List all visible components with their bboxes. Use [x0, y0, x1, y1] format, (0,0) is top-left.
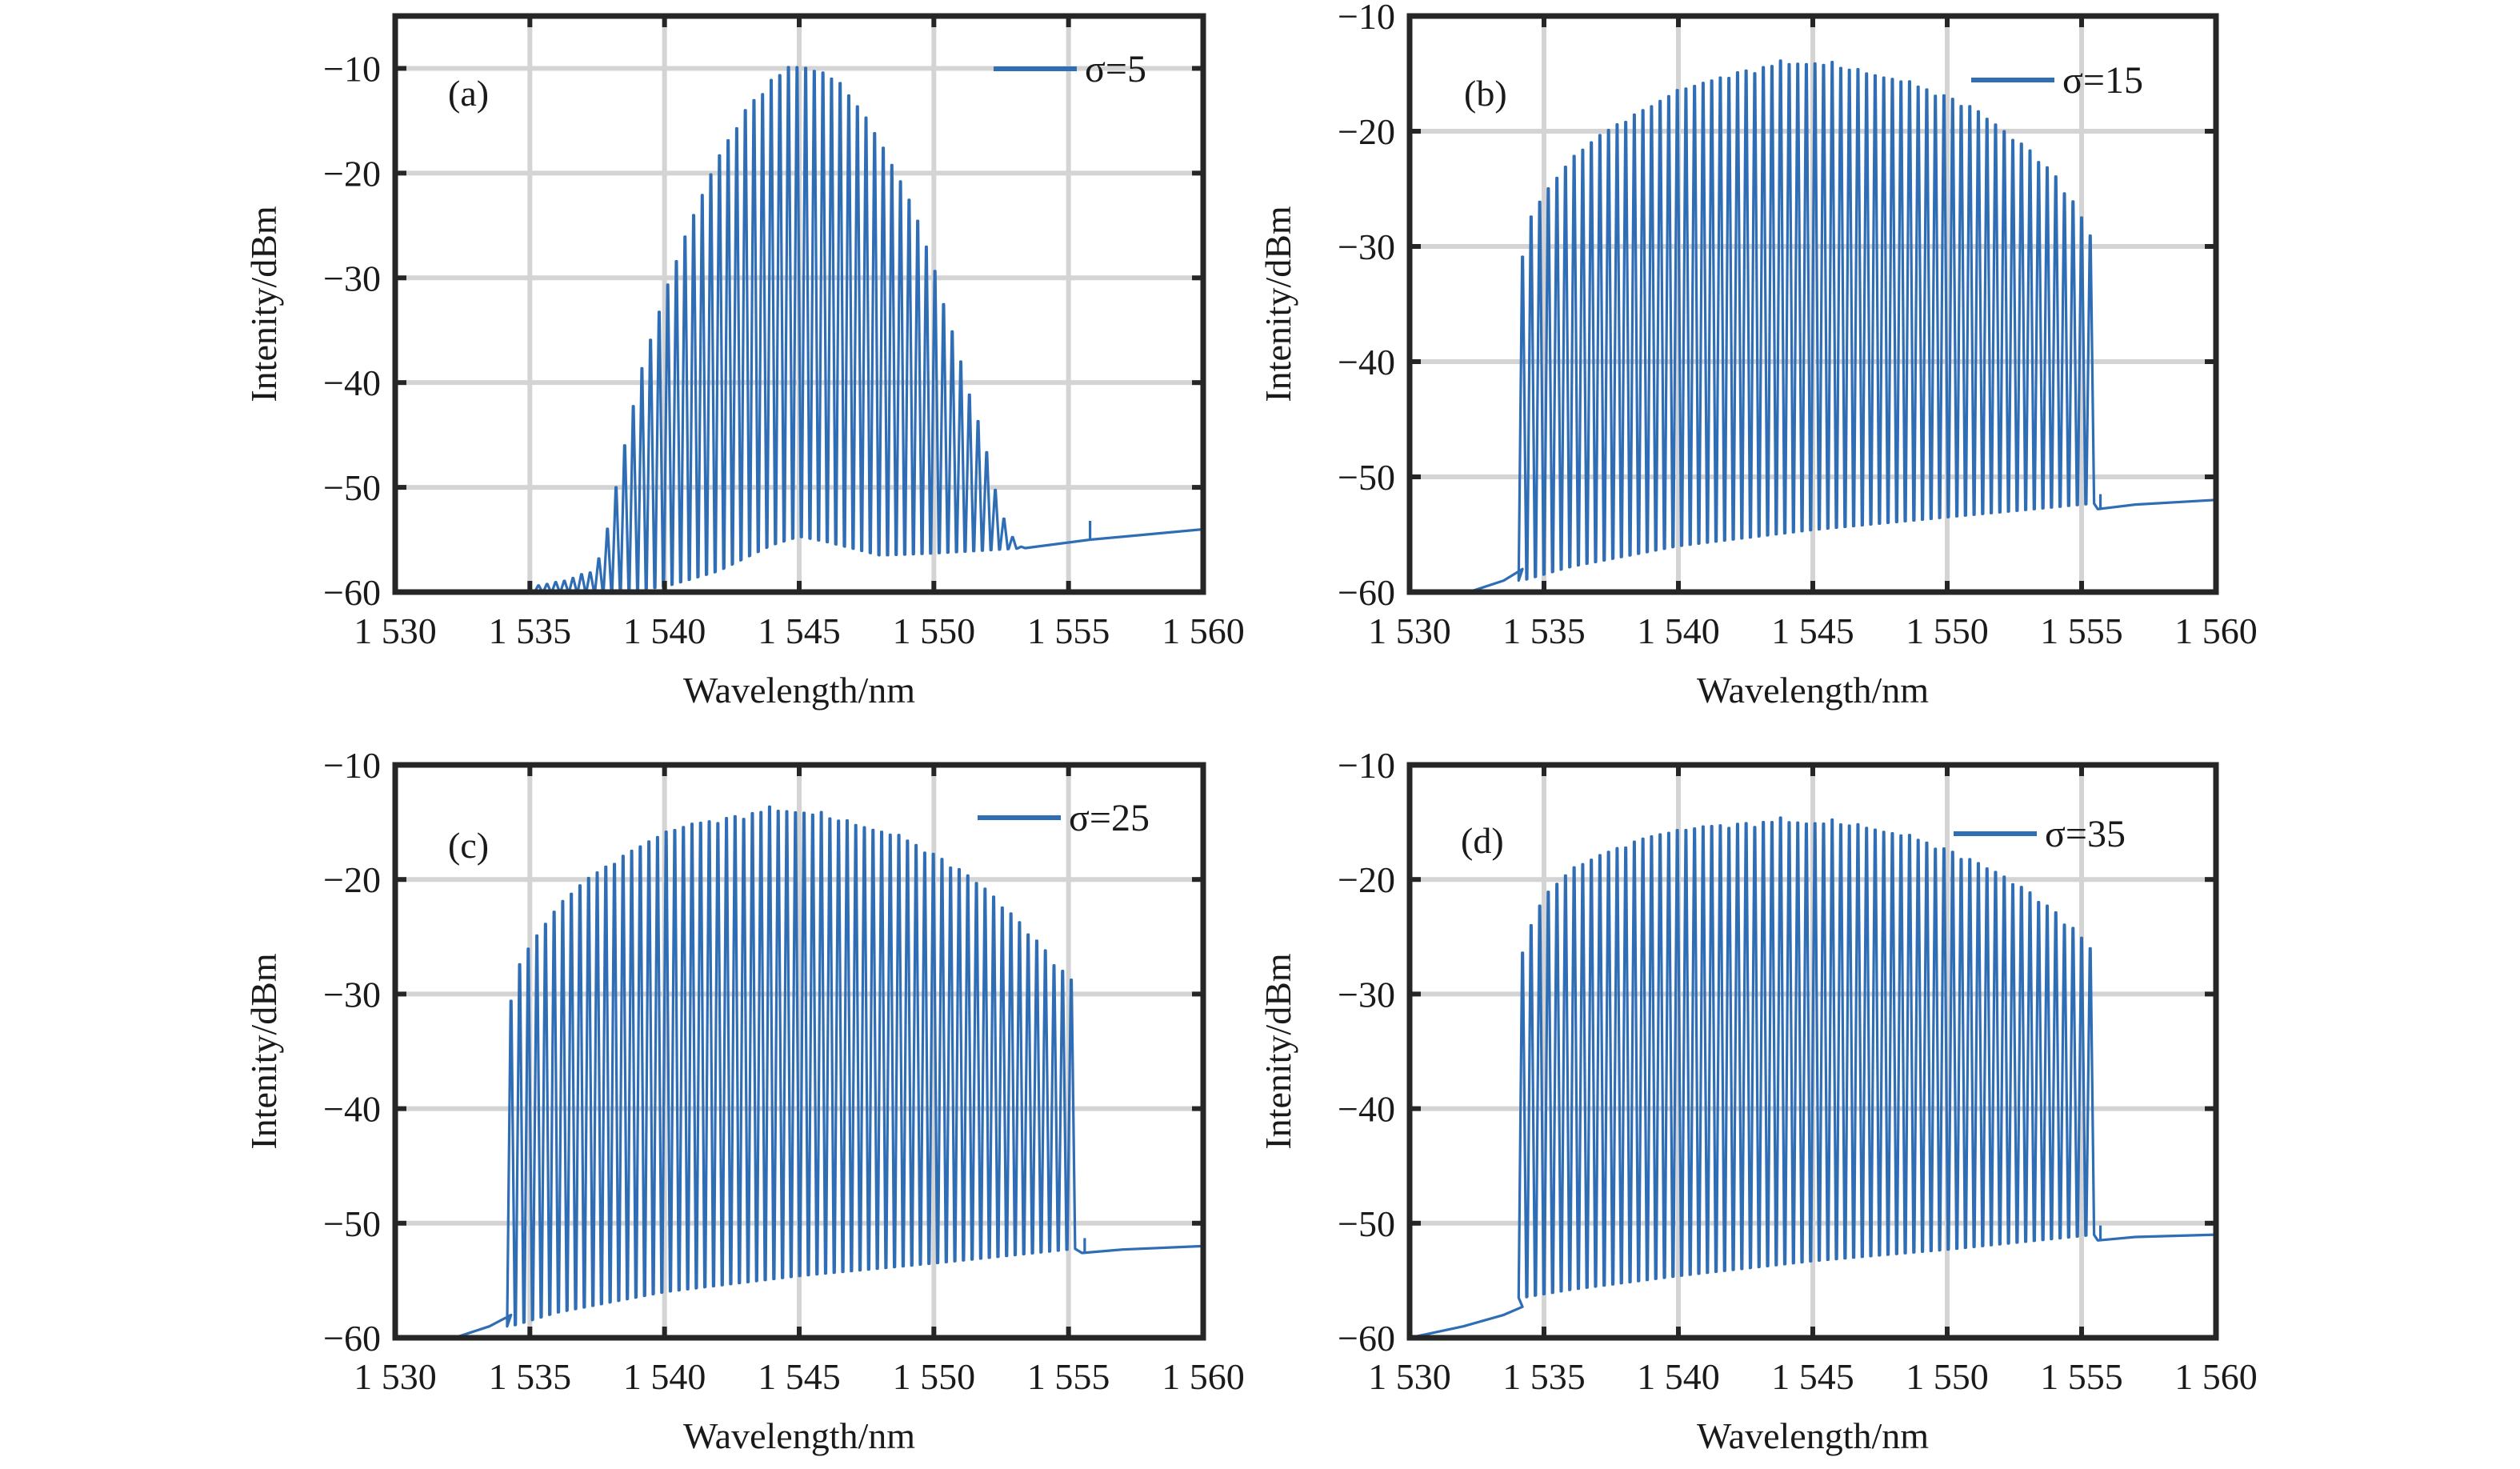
x-tick-label: 1 555	[1027, 610, 1110, 651]
y-tick-label: −30	[323, 258, 381, 298]
x-tick-label: 1 555	[2040, 1356, 2123, 1397]
x-axis-label: Wavelength/nm	[683, 670, 915, 710]
y-tick-label: −10	[1338, 0, 1395, 37]
y-tick-label: −40	[323, 1089, 381, 1130]
y-tick-label: −50	[323, 1203, 381, 1244]
x-tick-label: 1 540	[623, 610, 706, 651]
legend-label: σ=5	[1085, 48, 1146, 90]
x-tick-label: 1 535	[489, 610, 572, 651]
y-tick-label: −30	[1338, 226, 1395, 267]
y-axis-label: Intenity/dBm	[243, 206, 284, 402]
y-tick-label: −50	[1338, 1203, 1395, 1244]
series-group	[395, 66, 1203, 592]
series-group	[1468, 59, 2216, 592]
y-tick-label: −20	[1338, 859, 1395, 900]
y-tick-label: −20	[323, 153, 381, 194]
y-tick-label: −20	[1338, 111, 1395, 152]
series-group	[1410, 816, 2216, 1338]
panel-label: (a)	[448, 73, 489, 114]
x-tick-label: 1 530	[1368, 610, 1451, 651]
y-tick-label: −10	[1338, 745, 1395, 786]
panel-label: (b)	[1464, 73, 1507, 114]
x-tick-label: 1 530	[354, 610, 437, 651]
series-line	[395, 66, 1203, 592]
series-line	[454, 805, 1203, 1338]
x-tick-label: 1 540	[1637, 610, 1720, 651]
x-tick-label: 1 550	[1906, 1356, 1989, 1397]
axes: 1 530 1 535 1 540 1 545 1 550 1 555 1 560 −60 −5…	[323, 13, 1245, 651]
x-tick-label: 1 555	[1027, 1356, 1110, 1397]
x-axis-label: Wavelength/nm	[1697, 1415, 1929, 1456]
x-tick-label: 1 540	[623, 1356, 706, 1397]
x-tick-label: 1 560	[2174, 610, 2258, 651]
y-tick-label: −60	[1338, 572, 1395, 613]
axes: 1 530 1 535 1 540 1 545 1 550 1 555 1 560 −60 −5…	[323, 745, 1245, 1397]
x-tick-label: 1 560	[1162, 610, 1245, 651]
legend-label: σ=25	[1069, 797, 1150, 839]
y-tick-label: −50	[1338, 457, 1395, 498]
y-tick-label: −40	[1338, 342, 1395, 382]
x-tick-label: 1 545	[758, 610, 841, 651]
panel-label: (c)	[448, 825, 489, 866]
x-tick-label: 1 550	[893, 610, 976, 651]
series-line	[1468, 59, 2216, 592]
legend: σ=25	[978, 797, 1150, 839]
x-tick-label: 1 530	[1368, 1356, 1451, 1397]
x-tick-label: 1 550	[1906, 610, 1989, 651]
series-line	[1410, 816, 2216, 1338]
series-group	[454, 805, 1203, 1338]
panel-a: 1 530 1 535 1 540 1 545 1 550 1 555 1 560 −60 −5…	[243, 13, 1245, 710]
y-tick-label: −30	[1338, 974, 1395, 1015]
x-tick-label: 1 560	[1162, 1356, 1245, 1397]
x-tick-label: 1 550	[893, 1356, 976, 1397]
y-axis-label: Intenity/dBm	[243, 953, 284, 1150]
x-tick-label: 1 535	[489, 1356, 572, 1397]
panel-d: 1 530 1 535 1 540 1 545 1 550 1 555 1 560 −60 −5…	[1258, 745, 2258, 1456]
x-tick-label: 1 545	[1771, 1356, 1854, 1397]
legend-label: σ=35	[2045, 813, 2126, 855]
axes: 1 530 1 535 1 540 1 545 1 550 1 555 1 560 −60 −5…	[1338, 745, 2258, 1397]
x-axis-label: Wavelength/nm	[683, 1415, 915, 1456]
x-tick-label: 1 535	[1502, 610, 1586, 651]
panel-c: 1 530 1 535 1 540 1 545 1 550 1 555 1 560 −60 −5…	[243, 745, 1245, 1456]
panel-label: (d)	[1461, 820, 1504, 861]
x-tick-label: 1 555	[2040, 610, 2123, 651]
legend: σ=5	[994, 48, 1146, 90]
legend: σ=15	[1971, 59, 2143, 102]
panel-b: 1 530 1 535 1 540 1 545 1 550 1 555 1 560 −60 −5…	[1258, 0, 2258, 710]
y-tick-label: −50	[323, 467, 381, 508]
y-tick-label: −40	[323, 362, 381, 403]
x-tick-label: 1 535	[1502, 1356, 1586, 1397]
y-tick-label: −10	[323, 48, 381, 89]
x-tick-label: 1 545	[1771, 610, 1854, 651]
x-tick-label: 1 560	[2174, 1356, 2258, 1397]
y-tick-label: −60	[323, 572, 381, 613]
x-tick-label: 1 545	[758, 1356, 841, 1397]
axes: 1 530 1 535 1 540 1 545 1 550 1 555 1 560 −60 −5…	[1338, 0, 2258, 651]
y-tick-label: −60	[1338, 1318, 1395, 1359]
y-tick-label: −10	[323, 745, 381, 786]
y-axis-label: Intenity/dBm	[1258, 206, 1298, 402]
x-tick-label: 1 530	[354, 1356, 437, 1397]
y-tick-label: −60	[323, 1318, 381, 1359]
x-axis-label: Wavelength/nm	[1697, 670, 1929, 710]
y-tick-label: −40	[1338, 1089, 1395, 1130]
legend: σ=35	[1954, 813, 2126, 855]
y-tick-label: −20	[323, 859, 381, 900]
legend-label: σ=15	[2062, 59, 2143, 102]
y-tick-label: −30	[323, 974, 381, 1015]
y-axis-label: Intenity/dBm	[1258, 953, 1298, 1150]
x-tick-label: 1 540	[1637, 1356, 1720, 1397]
